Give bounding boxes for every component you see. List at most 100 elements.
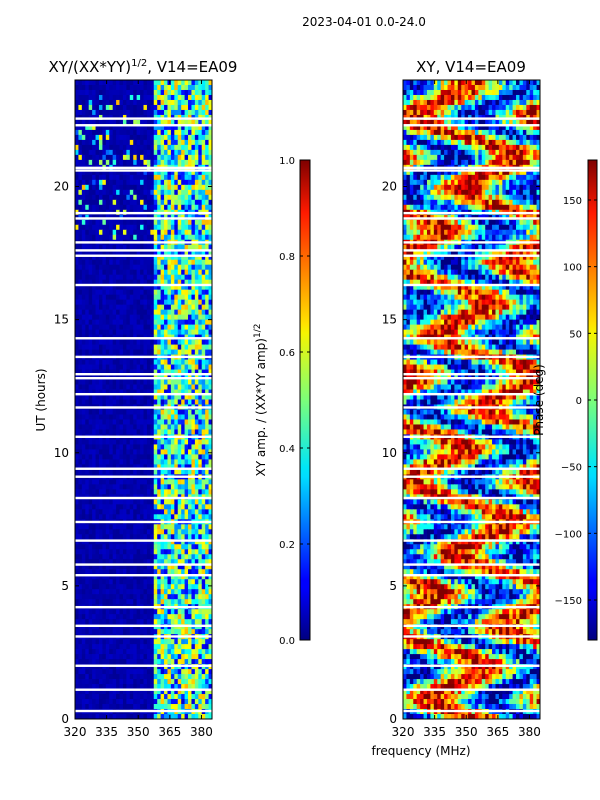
heatmap-cell [157, 124, 162, 131]
heatmap-cell [177, 489, 182, 495]
heatmap-cell [191, 599, 196, 605]
heatmap-cell [191, 484, 196, 490]
heatmap-cell [92, 154, 97, 161]
heatmap-cell [85, 549, 90, 555]
heatmap-cell [119, 104, 124, 111]
heatmap-cell [146, 669, 151, 675]
heatmap-cell [119, 504, 124, 510]
heatmap-cell [208, 329, 212, 336]
heatmap-cell [95, 249, 100, 256]
heatmap-cell [198, 299, 203, 306]
heatmap-cell [126, 169, 131, 176]
heatmap-cell [119, 389, 124, 396]
heatmap-cell [205, 589, 210, 595]
heatmap-cell [205, 619, 210, 625]
heatmap-cell [157, 639, 162, 645]
heatmap-cell [146, 644, 151, 650]
heatmap-cell [157, 449, 162, 456]
heatmap-cell [198, 689, 203, 695]
heatmap-cell [109, 244, 114, 251]
heatmap-cell [188, 694, 193, 700]
heatmap-cell [92, 189, 97, 196]
heatmap-cell [112, 439, 117, 446]
heatmap-cell [98, 669, 103, 675]
heatmap-cell [201, 244, 206, 251]
heatmap-cell [126, 319, 131, 326]
heatmap-cell [146, 699, 151, 705]
heatmap-cell [140, 459, 145, 465]
heatmap-cell [146, 184, 151, 191]
heatmap-cell [81, 249, 86, 256]
heatmap-cell [205, 574, 210, 580]
heatmap-cell [112, 224, 117, 231]
heatmap-cell [126, 409, 131, 416]
heatmap-cell [177, 444, 182, 451]
amplitude-heatmap [75, 80, 212, 719]
heatmap-cell [98, 274, 103, 281]
heatmap-cell [191, 219, 196, 226]
heatmap-cell [109, 539, 114, 545]
heatmap-cell [160, 259, 165, 266]
heatmap-cell [116, 569, 121, 575]
heatmap-cell [133, 429, 138, 436]
heatmap-cell [95, 544, 100, 550]
heatmap-cell [122, 504, 127, 510]
heatmap-cell [140, 654, 145, 660]
heatmap-cell [146, 84, 151, 91]
heatmap-cell [92, 394, 97, 401]
heatmap-cell [119, 439, 124, 446]
heatmap-cell [167, 284, 172, 291]
heatmap-cell [133, 469, 138, 475]
heatmap-cell [191, 174, 196, 181]
heatmap-cell [92, 514, 97, 520]
heatmap-cell [194, 419, 199, 426]
heatmap-cell [153, 119, 158, 126]
heatmap-cell [140, 419, 145, 426]
heatmap-cell [184, 314, 189, 321]
heatmap-cell [109, 174, 114, 181]
heatmap-cell [129, 694, 134, 700]
heatmap-cell [98, 304, 103, 311]
heatmap-cell [85, 489, 90, 495]
heatmap-cell [78, 194, 83, 201]
heatmap-cell [191, 459, 196, 465]
heatmap-cell [140, 339, 145, 346]
heatmap-cell [98, 699, 103, 705]
heatmap-cell [129, 194, 134, 201]
heatmap-cell [95, 424, 100, 431]
heatmap-cell [208, 289, 212, 296]
heatmap-cell [126, 414, 131, 421]
heatmap-cell [205, 254, 210, 261]
heatmap-cell [188, 229, 193, 236]
heatmap-cell [194, 224, 199, 231]
heatmap-cell [102, 124, 107, 131]
heatmap-cell [164, 679, 169, 685]
heatmap-cell [129, 464, 134, 470]
heatmap-cell [201, 514, 206, 520]
heatmap-cell [153, 299, 158, 306]
heatmap-cell [160, 564, 165, 570]
heatmap-cell [164, 594, 169, 600]
heatmap-cell [85, 684, 90, 690]
heatmap-cell [129, 89, 134, 96]
heatmap-cell [150, 244, 155, 251]
heatmap-cell [198, 144, 203, 151]
heatmap-cell [102, 499, 107, 505]
heatmap-cell [92, 424, 97, 431]
heatmap-cell [181, 104, 186, 111]
heatmap-cell [188, 219, 193, 226]
heatmap-cell [98, 619, 103, 625]
heatmap-cell [95, 584, 100, 590]
heatmap-cell [167, 234, 172, 241]
heatmap-cell [109, 304, 114, 311]
heatmap-cell [150, 569, 155, 575]
heatmap-cell [164, 504, 169, 510]
heatmap-cell [150, 384, 155, 391]
heatmap-cell [181, 589, 186, 595]
heatmap-cell [201, 204, 206, 211]
heatmap-cell [92, 124, 97, 131]
heatmap-cell [133, 694, 138, 700]
heatmap-cell [129, 674, 134, 680]
heatmap-cell [146, 549, 151, 555]
heatmap-cell [198, 129, 203, 136]
